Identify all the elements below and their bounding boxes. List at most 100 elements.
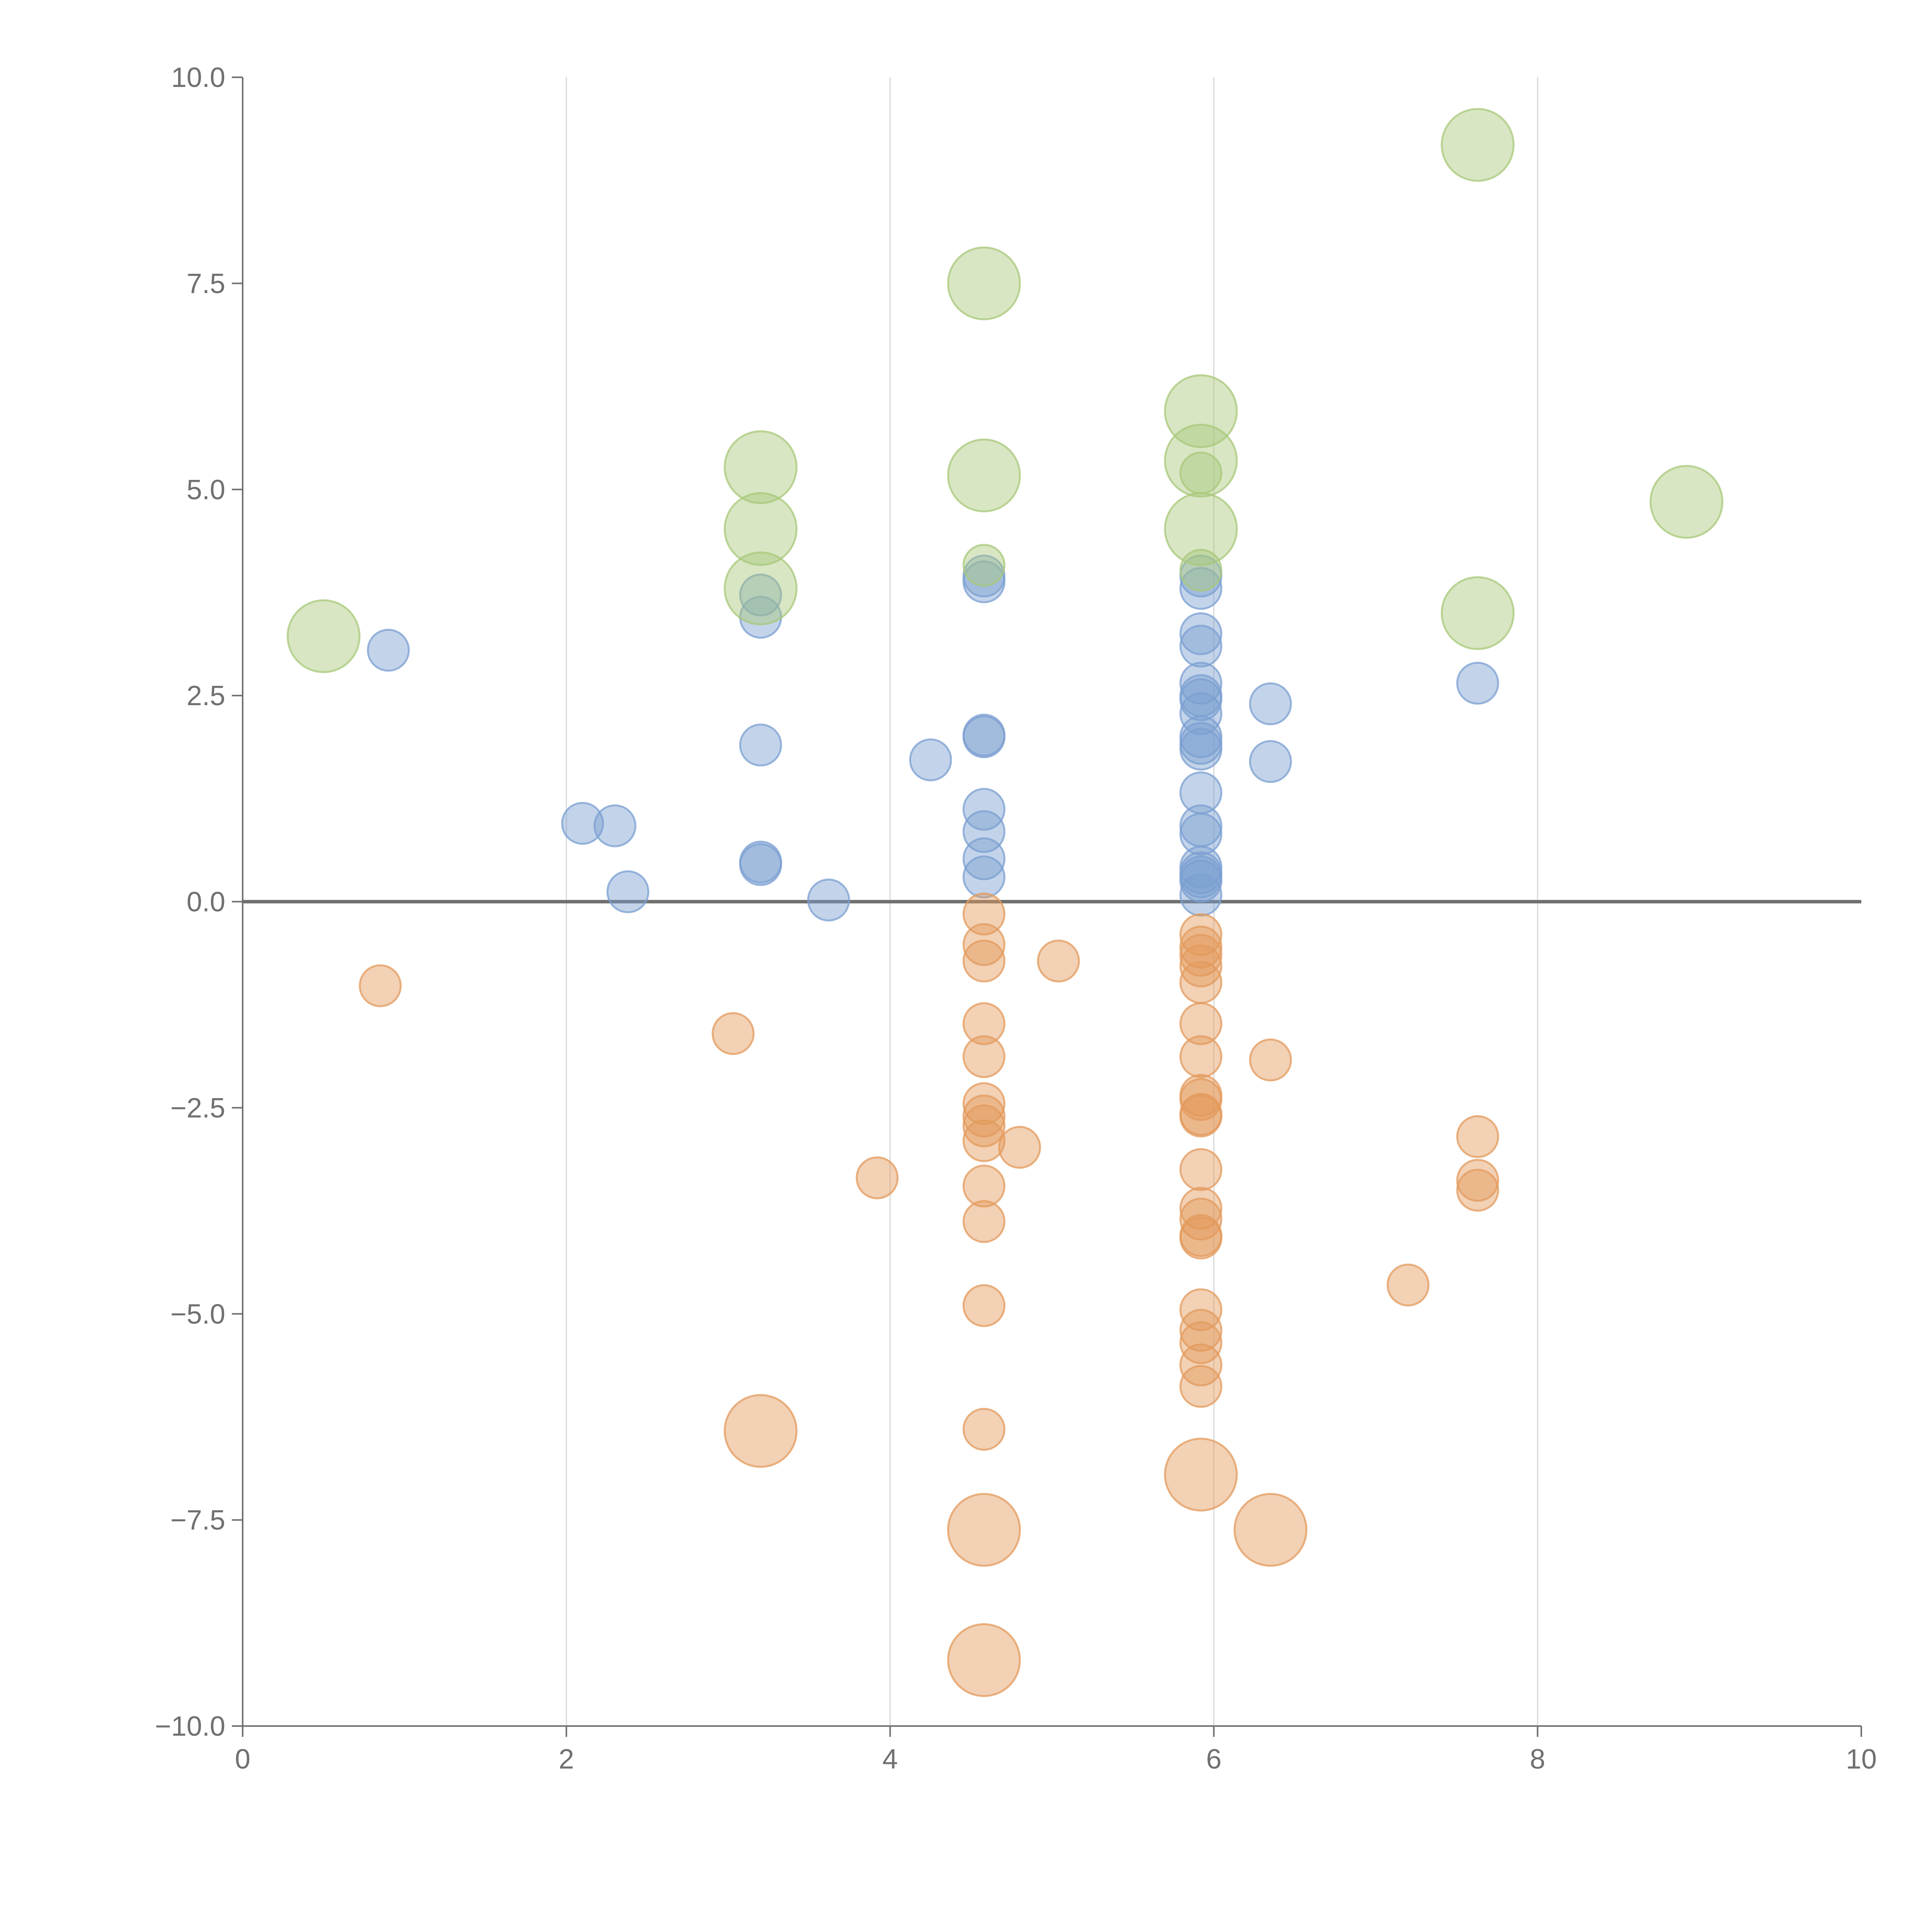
data-point-positive <box>1179 567 1223 610</box>
x-tick-label: 6 <box>1206 1744 1221 1775</box>
data-point-negative <box>1179 1309 1223 1352</box>
data-point-positive <box>1249 740 1292 783</box>
data-point-positive <box>1179 662 1223 705</box>
data-point-negative <box>359 964 402 1007</box>
data-point-green-small <box>1179 451 1223 495</box>
data-point-negative <box>963 1119 1006 1162</box>
data-point-green-small <box>1179 549 1223 592</box>
data-point-negative <box>1456 1168 1499 1212</box>
data-point-green-small <box>963 544 1006 587</box>
y-tick-label: 10.0 <box>171 62 225 93</box>
data-point-green-large <box>1440 108 1515 182</box>
x-tick-label: 10 <box>1846 1744 1877 1775</box>
data-point-negative <box>1456 1115 1499 1158</box>
data-point-negative <box>1179 1321 1223 1364</box>
data-point-positive <box>1179 624 1223 668</box>
data-point-negative <box>963 1094 1006 1138</box>
data-point-negative <box>1179 1094 1223 1138</box>
axes <box>232 77 1862 1737</box>
y-tick-label: −10.0 <box>155 1711 225 1742</box>
data-point-negative <box>1386 1264 1430 1307</box>
y-tick-label: 7.5 <box>187 268 225 299</box>
data-point-negative <box>963 1104 1006 1148</box>
data-point-green-large <box>723 430 798 504</box>
data-point-positive <box>1179 813 1223 856</box>
data-point-positive <box>1179 678 1223 721</box>
data-point-green-large <box>286 599 361 673</box>
data-point-positive <box>1179 873 1223 917</box>
y-tick-label: 0.0 <box>187 887 225 918</box>
series-negative <box>359 893 1499 1451</box>
data-point-positive <box>1179 728 1223 771</box>
data-point-green-large <box>723 492 798 566</box>
data-point-negative <box>963 1408 1006 1451</box>
data-point-positive <box>739 573 782 617</box>
data-point-green-large <box>723 551 798 626</box>
series-green-large <box>286 108 1724 673</box>
data-point-negative <box>963 1002 1006 1045</box>
data-point-negative <box>1179 1035 1223 1078</box>
data-point-negative <box>1179 1002 1223 1045</box>
data-point-negative <box>1037 939 1080 983</box>
data-point-negative <box>963 1284 1006 1327</box>
x-tick-label: 0 <box>235 1744 250 1775</box>
y-tick-label: −2.5 <box>170 1093 225 1124</box>
data-point-negative-large <box>1164 1437 1238 1512</box>
data-point-positive <box>739 843 782 886</box>
data-point-negative <box>711 1012 755 1055</box>
data-point-negative-large <box>947 1493 1021 1567</box>
tick-labels: 0 2 4 6 8 10 10.0 7.5 5.0 2.5 0.0 −2.5 −5.0 −7.5 −10.0 <box>155 62 1877 1775</box>
y-tick-label: −7.5 <box>170 1505 225 1536</box>
data-point-negative <box>963 893 1006 936</box>
data-point-negative <box>963 1082 1006 1125</box>
data-point-negative <box>963 1165 1006 1208</box>
data-point-positive <box>963 788 1006 831</box>
data-point-negative <box>1179 1078 1223 1121</box>
data-point-positive <box>606 870 650 913</box>
data-point-positive <box>1179 859 1223 903</box>
data-point-negative <box>1249 1038 1292 1082</box>
series-green-small <box>963 451 1223 592</box>
data-point-positive <box>1179 612 1223 655</box>
data-point-positive <box>963 715 1006 759</box>
data-point-positive <box>367 629 410 672</box>
series-negative-large <box>723 1394 1308 1697</box>
data-point-negative <box>1179 1197 1223 1241</box>
x-tick-label: 2 <box>559 1744 574 1775</box>
data-point-negative <box>963 923 1006 966</box>
x-tick-label: 8 <box>1530 1744 1545 1775</box>
data-point-negative-large <box>723 1394 798 1468</box>
data-point-negative <box>1179 944 1223 988</box>
data-point-positive <box>1249 682 1292 725</box>
data-point-green-large <box>1440 576 1515 650</box>
y-tick-label: −5.0 <box>170 1299 225 1330</box>
data-point-green-large <box>1164 423 1238 498</box>
data-point-negative <box>1179 1148 1223 1191</box>
data-point-negative-large <box>947 1623 1021 1697</box>
data-point-negative <box>1456 1159 1499 1202</box>
data-point-negative <box>1179 1216 1223 1260</box>
data-point-positive <box>963 855 1006 898</box>
data-point-positive <box>739 723 782 767</box>
data-point-positive <box>909 738 952 782</box>
data-point-positive <box>963 837 1006 881</box>
data-point-positive <box>1179 692 1223 735</box>
data-point-positive <box>1456 662 1499 705</box>
data-point-negative <box>855 1156 899 1199</box>
data-point-positive <box>963 560 1006 604</box>
data-point-negative <box>963 939 1006 983</box>
data-point-negative-large <box>1233 1493 1308 1567</box>
data-point-positive <box>593 804 636 847</box>
data-point-green-large <box>947 438 1021 512</box>
data-point-negative <box>963 1035 1006 1078</box>
y-tick-label: 5.0 <box>187 474 225 505</box>
data-point-negative <box>963 1200 1006 1243</box>
x-tick-label: 4 <box>883 1744 898 1775</box>
data-point-positive <box>807 878 850 922</box>
y-tick-label: 2.5 <box>187 680 225 711</box>
data-point-green-large <box>947 246 1021 320</box>
data-points <box>286 108 1724 1697</box>
data-point-negative <box>1179 961 1223 1004</box>
